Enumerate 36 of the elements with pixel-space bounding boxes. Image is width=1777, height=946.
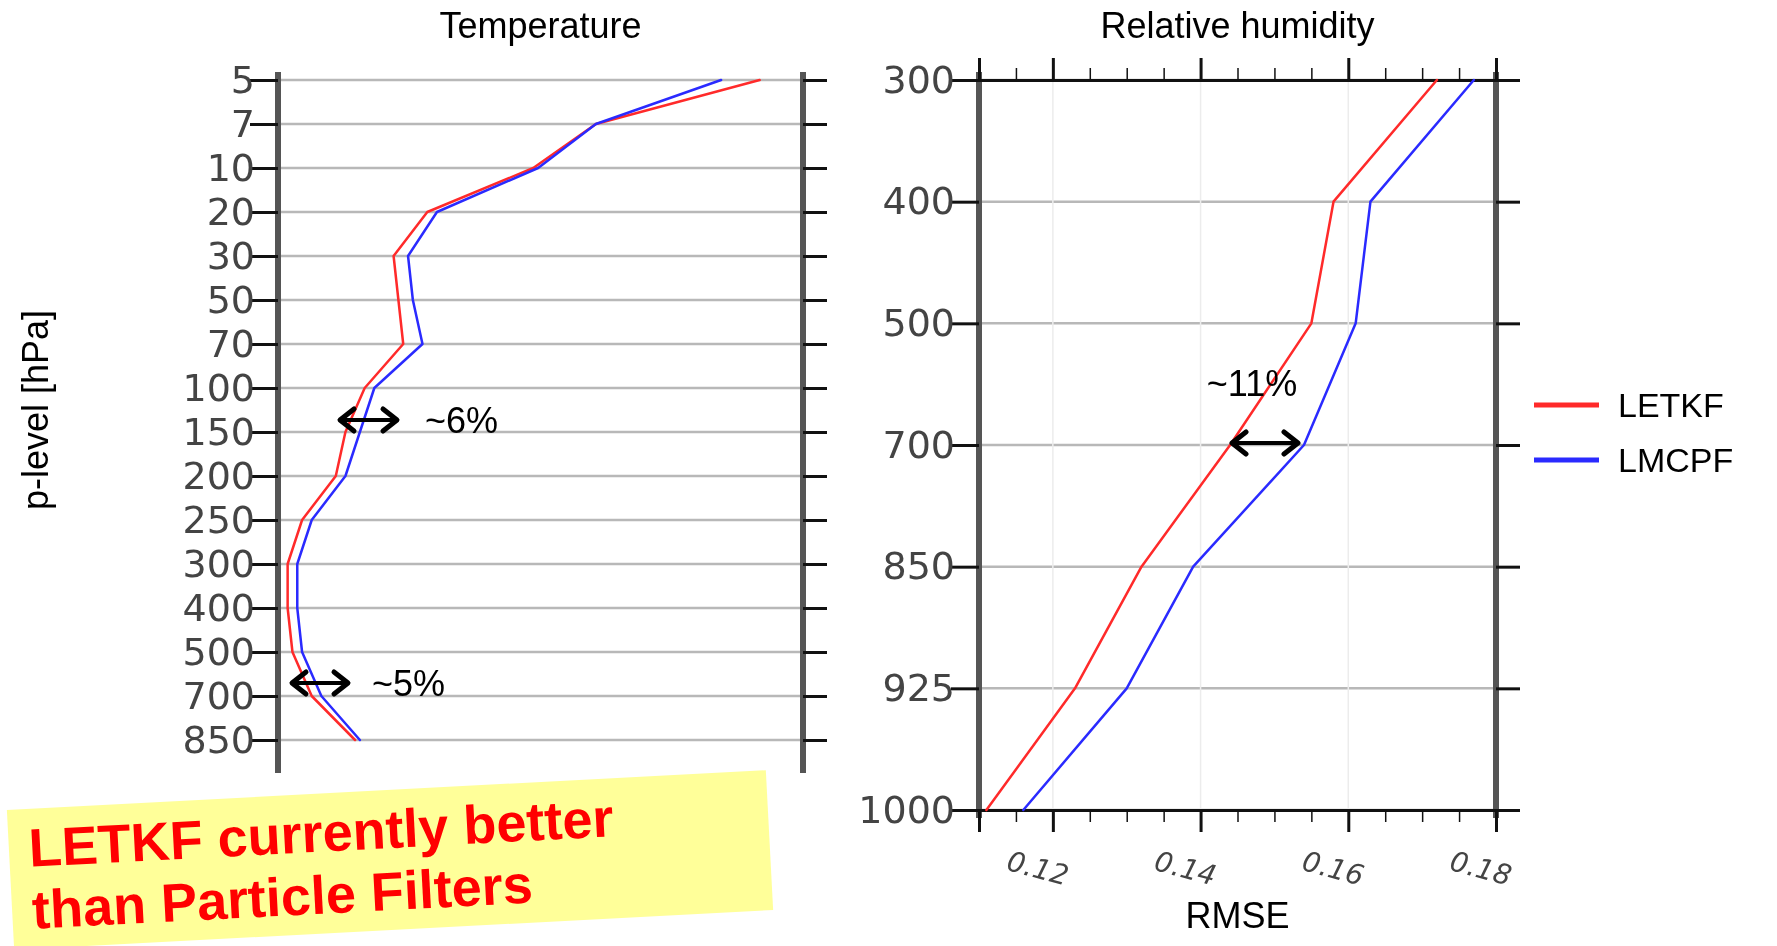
y-tick-label: 500 [182,629,255,674]
x-axis-title: RMSE [1185,895,1290,936]
y-tick-label: 400 [182,585,255,630]
y-tick-label: 400 [882,179,955,224]
y-tick-label: 150 [182,409,255,454]
y-tick-label: 850 [882,544,955,589]
y-tick-label: 300 [882,57,955,102]
y-tick-label: 70 [206,321,255,366]
y-tick-label: 300 [182,541,255,586]
y-tick-label: 1000 [858,787,955,832]
x-tick-label: 0.16 [1298,844,1368,893]
y-tick-label: 100 [182,365,255,410]
y-tick-label: 7 [230,101,255,146]
y-tick-label: 700 [182,673,255,718]
y-tick-label: 850 [182,717,255,762]
y-tick-label: 200 [182,453,255,498]
chart-title: Temperature [439,5,642,46]
legend-label: LMCPF [1618,441,1734,480]
y-tick-label: 500 [882,300,955,345]
y-tick-label: 250 [182,497,255,542]
x-tick-label: 0.12 [1003,844,1073,893]
y-axis-title: p-level [hPa] [15,309,56,511]
y-tick-label: 50 [206,277,255,322]
y-tick-label: 925 [882,665,955,710]
y-tick-label: 20 [206,189,255,234]
x-tick-label: 0.14 [1151,844,1220,893]
x-tick-label: 0.18 [1446,844,1516,893]
annotation: ~5% [372,662,446,704]
y-tick-label: 700 [882,422,955,467]
text: LETKF currently better than Particle Filters [27,787,615,940]
chart-title: Relative humidity [1100,5,1375,46]
y-tick-label: 5 [230,57,255,102]
y-tick-label: 30 [206,233,255,278]
y-tick-label: 10 [206,145,255,190]
annotation: ~6% [425,399,499,441]
legend-label: LETKF [1618,386,1724,425]
